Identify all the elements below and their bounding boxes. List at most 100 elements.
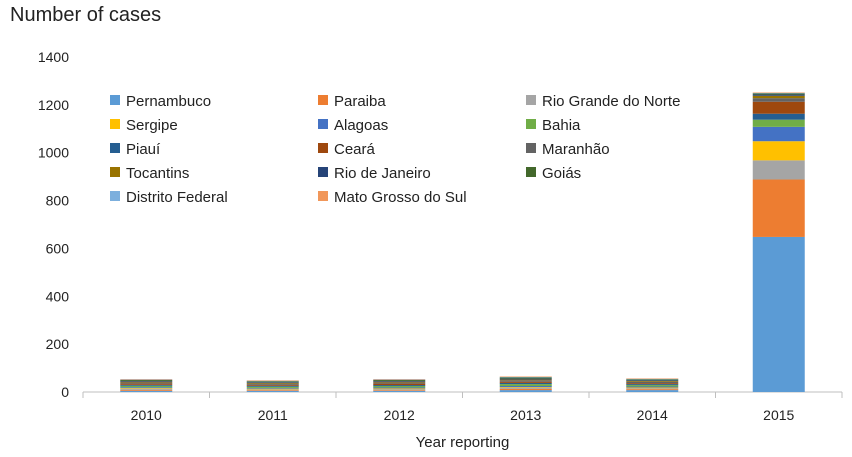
bar-segment (626, 390, 679, 392)
bar-segment (120, 381, 173, 383)
bar-segment (373, 389, 426, 391)
legend-swatch (318, 167, 328, 177)
legend-swatch (110, 95, 120, 105)
bar-segment (246, 385, 299, 387)
bar-segment (626, 383, 679, 385)
bar-segment (752, 98, 805, 102)
legend-label: Distrito Federal (126, 189, 228, 206)
bar-segment (752, 160, 805, 180)
bar-segment (373, 383, 426, 386)
y-tick-label: 600 (46, 240, 70, 256)
legend-label: Mato Grosso do Sul (334, 189, 467, 206)
bar-segment (120, 387, 173, 389)
bar-segment (626, 386, 679, 388)
x-tick-label: 2013 (510, 407, 541, 423)
y-tick-label: 1200 (38, 97, 69, 113)
bar-segment (246, 381, 299, 383)
bar-segment (626, 384, 679, 386)
bar-segment (499, 390, 552, 392)
bar-segment (120, 389, 173, 391)
legend-label: Goiás (542, 165, 581, 182)
bar-segment (246, 382, 299, 384)
legend-label: Paraiba (334, 93, 386, 110)
legend-swatch (526, 143, 536, 153)
bar-segment (373, 388, 426, 390)
x-axis: 2010 2011 2012 2013 2014 2015 (82, 391, 843, 423)
x-tick-label: 2015 (763, 407, 794, 423)
legend-swatch (110, 167, 120, 177)
x-tick-label: 2011 (258, 407, 288, 423)
legend-swatch (110, 119, 120, 129)
legend-swatch (318, 95, 328, 105)
bar-segment (499, 380, 552, 382)
x-axis-title: Year reporting (416, 434, 510, 451)
y-tick-label: 1000 (38, 145, 69, 161)
bar-segment (626, 389, 679, 391)
legend-label: Sergipe (126, 117, 178, 134)
bar-segment (499, 388, 552, 391)
bar-segment (120, 380, 173, 382)
bar-segment (373, 382, 426, 384)
bar-segment (246, 390, 299, 392)
bar-segment (120, 390, 173, 392)
legend-label: Alagoas (334, 117, 388, 134)
bar-segment (752, 95, 805, 99)
y-tick-label: 0 (61, 384, 69, 400)
bar-segment (373, 390, 426, 391)
bar-segment (373, 381, 426, 383)
bar-segment (752, 126, 805, 142)
legend: Pernambuco Paraiba Rio Grande do Norte Serg… (110, 93, 680, 206)
bar-segment (626, 380, 679, 381)
bar-segment (499, 382, 552, 385)
bar-segment (246, 389, 299, 391)
y-tick-label: 1400 (38, 49, 69, 65)
bar-segment (499, 386, 552, 388)
bar-segment (246, 387, 299, 389)
bar-segment (752, 141, 805, 161)
bar-segment (373, 380, 426, 381)
bar-segment (499, 387, 552, 389)
legend-swatch (110, 143, 120, 153)
bar-segment (246, 384, 299, 386)
bar-segment (752, 179, 805, 237)
y-tick-label: 800 (46, 193, 70, 209)
legend-swatch (318, 119, 328, 129)
legend-swatch (318, 143, 328, 153)
legend-swatch (526, 167, 536, 177)
y-tick-label: 400 (46, 288, 70, 304)
bar-segment (373, 386, 426, 388)
bar-segment (120, 383, 173, 385)
bar-segment (499, 384, 552, 387)
bar-segment (120, 384, 173, 386)
legend-label: Maranhão (542, 141, 610, 158)
legend-swatch (526, 95, 536, 105)
y-axis: 0 200 400 600 800 1000 1200 1400 (38, 49, 69, 400)
bar-segment (246, 386, 299, 388)
bar-segment (373, 385, 426, 387)
bar-segment (626, 387, 679, 389)
bar-segment (626, 380, 679, 382)
legend-label: Pernambuco (126, 93, 211, 110)
bar-segment (246, 388, 299, 390)
y-tick-label: 200 (46, 336, 70, 352)
legend-label: Piauí (126, 141, 161, 158)
legend-swatch (318, 191, 328, 201)
bar-segment (626, 388, 679, 390)
bar-segment (246, 383, 299, 385)
bar-segment (499, 379, 552, 381)
bars-group (120, 92, 805, 392)
bar-segment (626, 379, 679, 381)
bar-segment (246, 390, 299, 391)
bar-segment (626, 385, 679, 387)
bar-segment (373, 387, 426, 389)
bar-segment (499, 378, 552, 380)
bar-segment (120, 388, 173, 390)
bar-segment (246, 382, 299, 383)
bar-segment (499, 377, 552, 379)
x-tick-label: 2014 (637, 407, 668, 423)
legend-label: Tocantins (126, 165, 189, 182)
bar-segment (120, 385, 173, 388)
bar-segment (373, 380, 426, 382)
x-tick-label: 2012 (384, 407, 415, 423)
